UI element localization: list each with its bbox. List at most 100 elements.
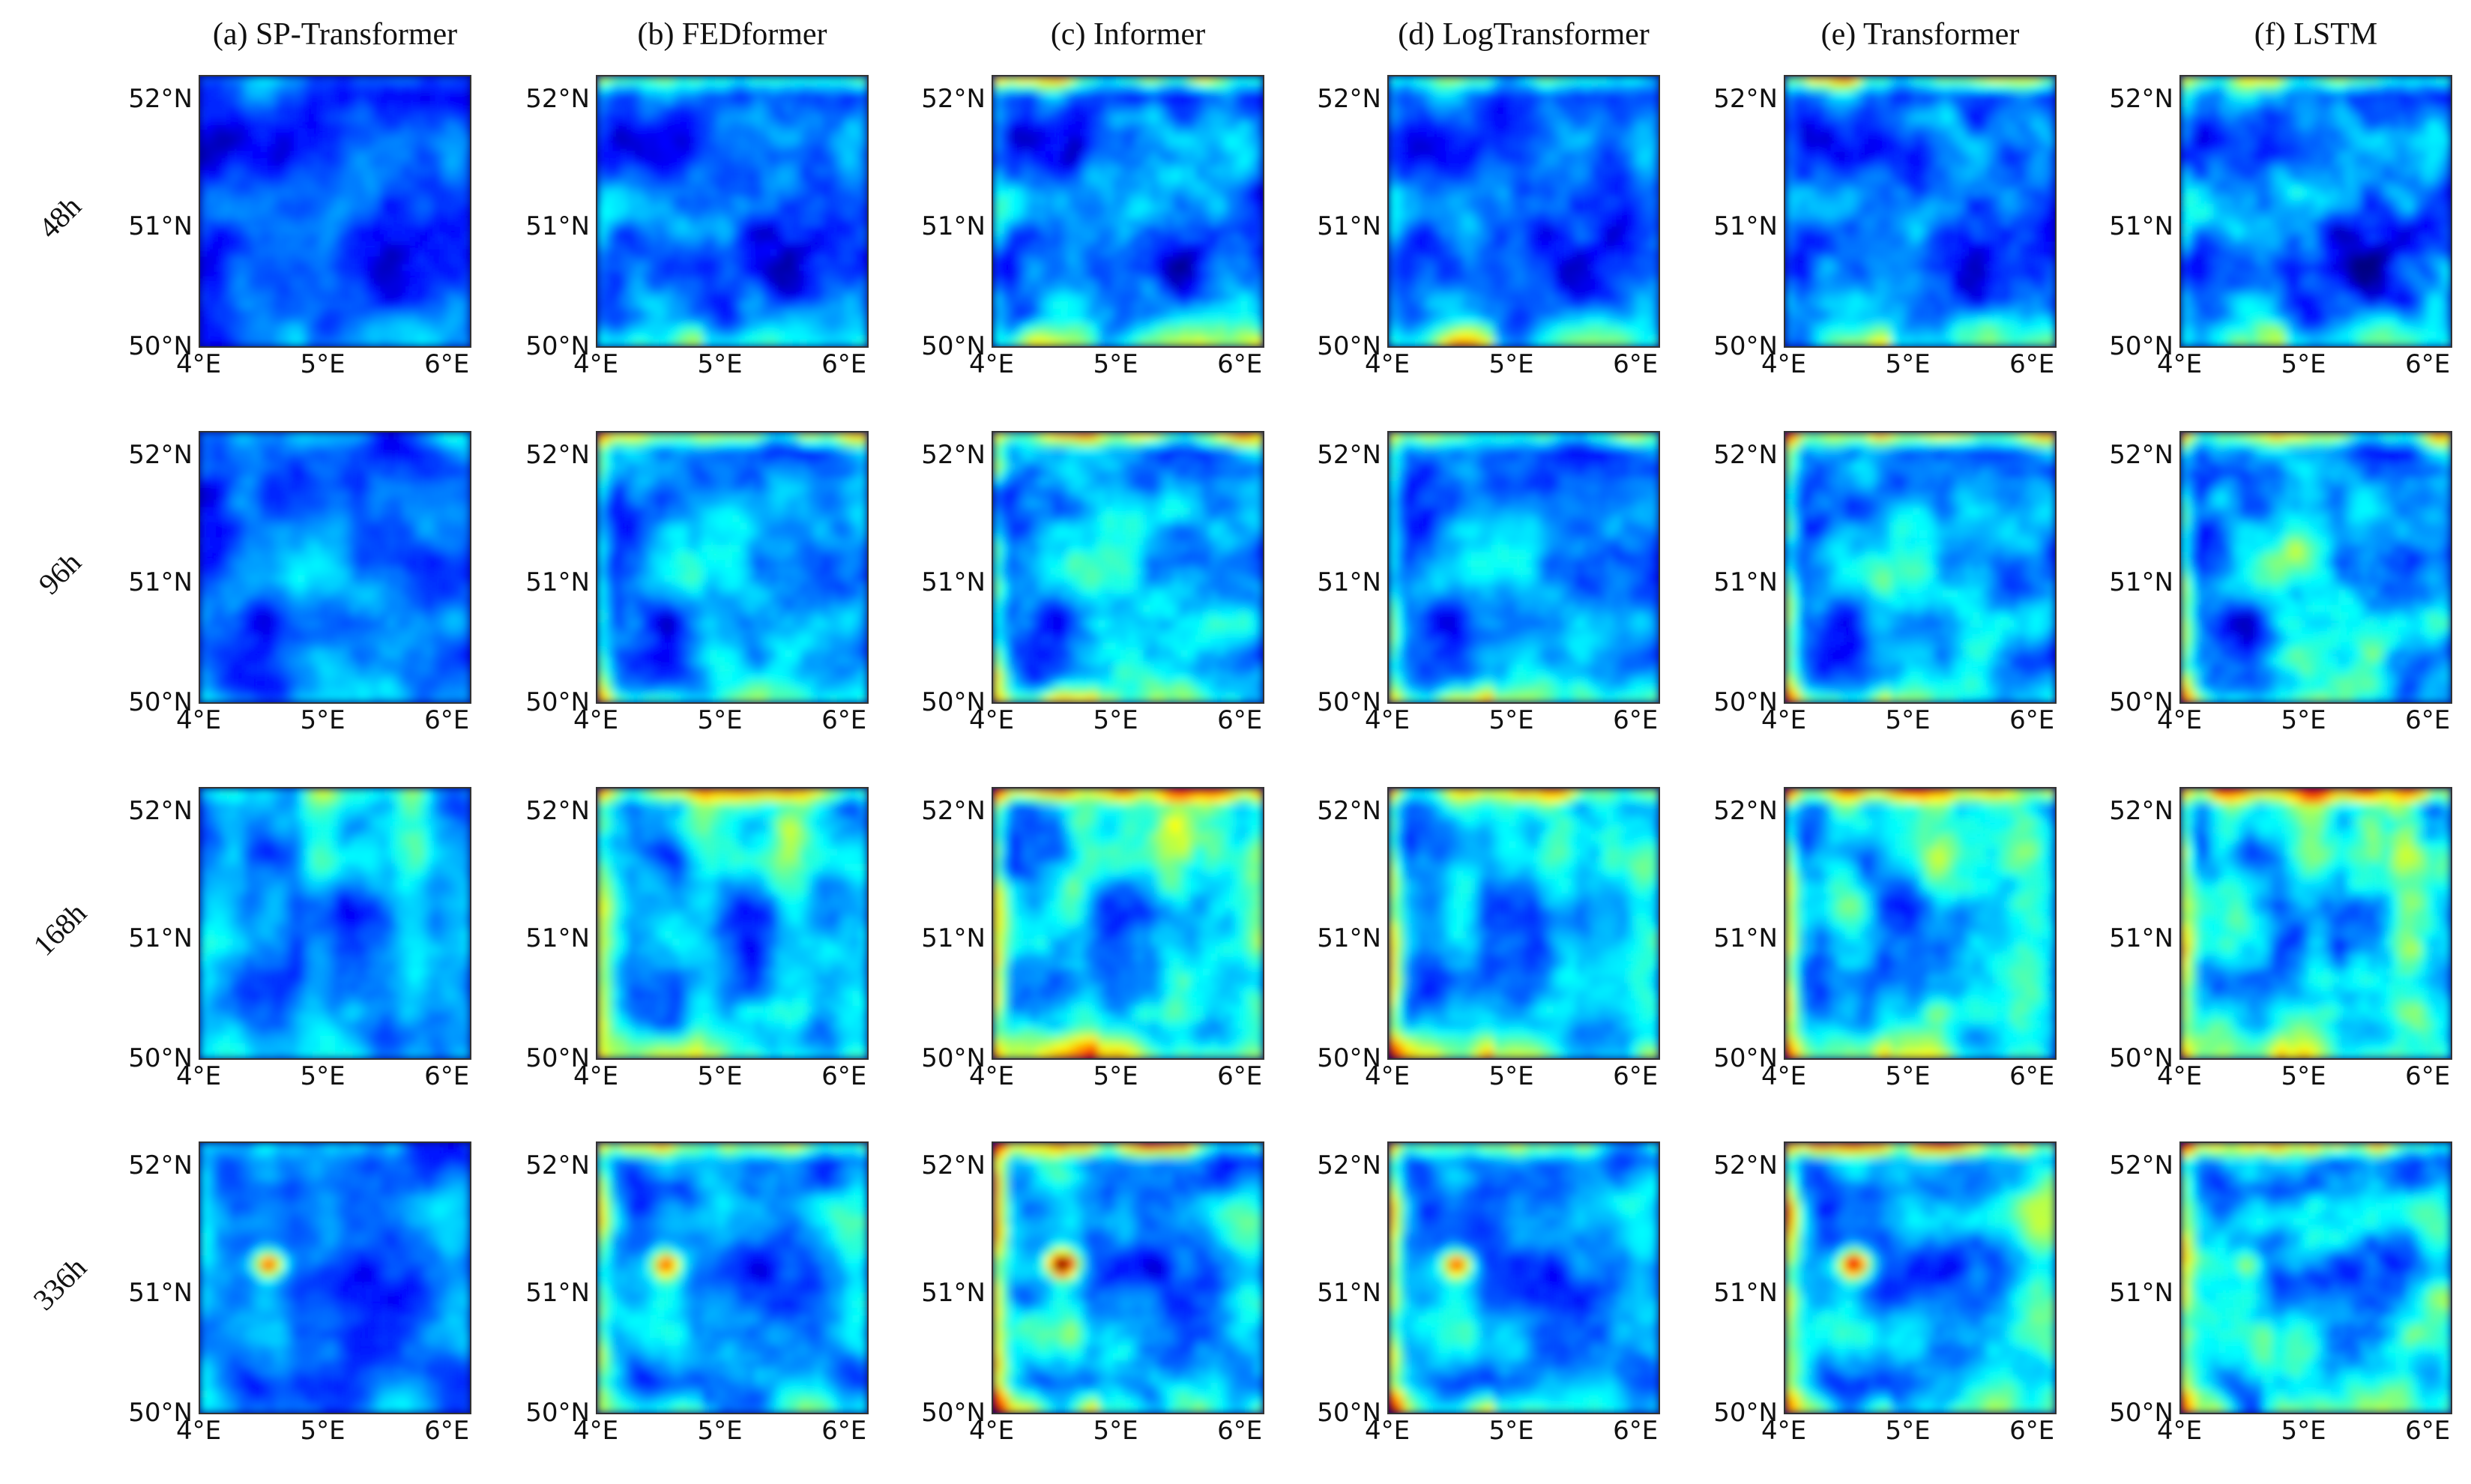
heatmap-cell [215, 234, 223, 242]
heatmap-cell [732, 121, 740, 130]
heatmap-cell [1651, 226, 1659, 235]
heatmap-cell [852, 166, 860, 175]
heatmap-cell [1546, 136, 1554, 145]
heatmap-cell [777, 129, 785, 137]
heatmap-cell [1494, 264, 1502, 272]
heatmap-cell [462, 181, 470, 190]
heatmap-cell [432, 129, 441, 137]
heatmap-cell [1561, 159, 1569, 167]
heatmap-cell [395, 166, 403, 175]
heatmap-cell [620, 91, 628, 100]
heatmap-cell [792, 309, 800, 317]
heatmap-cell [447, 151, 456, 160]
heatmap-cell [1173, 99, 1181, 107]
heatmap-cell [1075, 84, 1084, 92]
heatmap-cell [1233, 121, 1241, 130]
heatmap-cell [253, 294, 261, 302]
heatmap-cell [1128, 271, 1136, 280]
heatmap-cell [710, 249, 718, 257]
heatmap-cell [1389, 91, 1397, 100]
heatmap-cell [208, 91, 216, 100]
heatmap-cell [208, 211, 216, 220]
heatmap-cell [1060, 189, 1069, 197]
heatmap-cell [680, 159, 688, 167]
heatmap-cell [993, 84, 1001, 92]
heatmap-cell [1008, 114, 1016, 122]
heatmap-cell [993, 234, 1001, 242]
heatmap-cell [627, 286, 636, 295]
heatmap-cell [657, 196, 666, 205]
heatmap-cell [208, 234, 216, 242]
heatmap-cell [462, 99, 470, 107]
heatmap-cell [1614, 249, 1622, 257]
heatmap-cell [1068, 264, 1076, 272]
heatmap-cell [387, 121, 396, 130]
heatmap-cell [1494, 256, 1502, 265]
heatmap-cell [1038, 264, 1046, 272]
heatmap-cell [860, 279, 867, 287]
heatmap-cell [1471, 189, 1479, 197]
heatmap-cell [1128, 114, 1136, 122]
heatmap-cell [740, 234, 748, 242]
heatmap-cell [1554, 279, 1562, 287]
heatmap-cell [755, 99, 763, 107]
heatmap-cell [343, 264, 351, 272]
heatmap-cell [328, 121, 336, 130]
heatmap-cell [860, 166, 867, 175]
heatmap-cell [343, 219, 351, 227]
heatmap-cell [1441, 204, 1449, 212]
heatmap-cell [1434, 234, 1442, 242]
heatmap-cell [710, 76, 718, 85]
heatmap-cell [830, 279, 838, 287]
heatmap-cell [447, 271, 456, 280]
heatmap-cell [807, 136, 815, 145]
heatmap-cell [612, 99, 621, 107]
heatmap-cell [1128, 204, 1136, 212]
heatmap-cell [1411, 241, 1419, 250]
heatmap-cell [1584, 226, 1592, 235]
heatmap-cell [1486, 91, 1494, 100]
heatmap-cell [1195, 136, 1204, 145]
heatmap-cell [1576, 211, 1584, 220]
heatmap-cell [1158, 189, 1166, 197]
heatmap-cell [1233, 166, 1241, 175]
heatmap-cell [1210, 339, 1219, 346]
heatmap-cell [417, 204, 426, 212]
heatmap-cell [298, 159, 306, 167]
heatmap-cell [440, 196, 448, 205]
heatmap-cell [1464, 144, 1472, 152]
heatmap-cell [1195, 339, 1204, 346]
heatmap-cell [1053, 76, 1061, 85]
heatmap-cell [1218, 121, 1226, 130]
heatmap-cell [1225, 129, 1234, 137]
heatmap-cell [800, 174, 808, 182]
heatmap-cell [260, 189, 268, 197]
heatmap-cell [1060, 271, 1069, 280]
heatmap-cell [1075, 309, 1084, 317]
heatmap-cell [695, 309, 703, 317]
heatmap-cell [650, 316, 658, 325]
heatmap-cell [1404, 91, 1412, 100]
heatmap-cell [755, 211, 763, 220]
heatmap-cell [1494, 279, 1502, 287]
heatmap-cell [657, 286, 666, 295]
heatmap-cell [687, 144, 696, 152]
heatmap-cell [1486, 144, 1494, 152]
heatmap-cell [1561, 114, 1569, 122]
heatmap-cell [1233, 99, 1241, 107]
heatmap-cell [860, 99, 867, 107]
heatmap-cell [1464, 166, 1472, 175]
heatmap-cell [350, 106, 358, 115]
heatmap-cell [335, 316, 343, 325]
heatmap-cell [447, 249, 456, 257]
heatmap-cell [1046, 301, 1054, 310]
heatmap-cell [993, 151, 1001, 160]
heatmap-cell [1486, 189, 1494, 197]
heatmap-cell [402, 114, 411, 122]
heatmap-cell [1016, 256, 1024, 265]
heatmap-cell [1165, 151, 1174, 160]
heatmap-cell [1188, 264, 1196, 272]
heatmap-cell [1411, 91, 1419, 100]
heatmap-cell [770, 279, 778, 287]
heatmap-cell [283, 309, 291, 317]
